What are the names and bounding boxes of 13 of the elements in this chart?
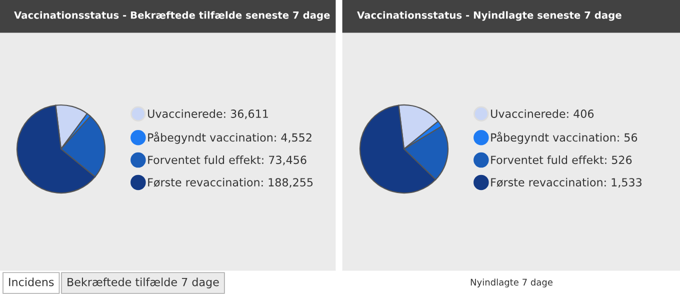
- text: Bekræftede tilfælde 7 dage: [68, 278, 219, 288]
- legend-label: Første revaccination: 1,533: [491, 178, 642, 188]
- legend-label: Påbegyndt vaccination: 56: [491, 132, 638, 144]
- chart-title: Vaccinationsstatus - Bekræftede tilfælde seneste 7 dage: [14, 11, 330, 21]
- legend-label: Uvaccinerede: 36,611: [148, 109, 268, 120]
- legend-label: Første revaccination: 188,255: [148, 178, 313, 188]
- legend-label: Påbegyndt vaccination: 4,552: [148, 132, 312, 144]
- legend-label: Uvaccinerede: 406: [491, 109, 594, 118]
- legend-label: Forventet fuld effekt: 73,456: [148, 155, 306, 166]
- text: Incidens: [9, 278, 54, 286]
- legend-label: Forventet fuld effekt: 526: [491, 155, 632, 164]
- chart-title: Vaccinationsstatus - Nyindlagte seneste 7 dage: [357, 11, 622, 21]
- text: Nyindlagte 7 dage: [470, 278, 552, 288]
